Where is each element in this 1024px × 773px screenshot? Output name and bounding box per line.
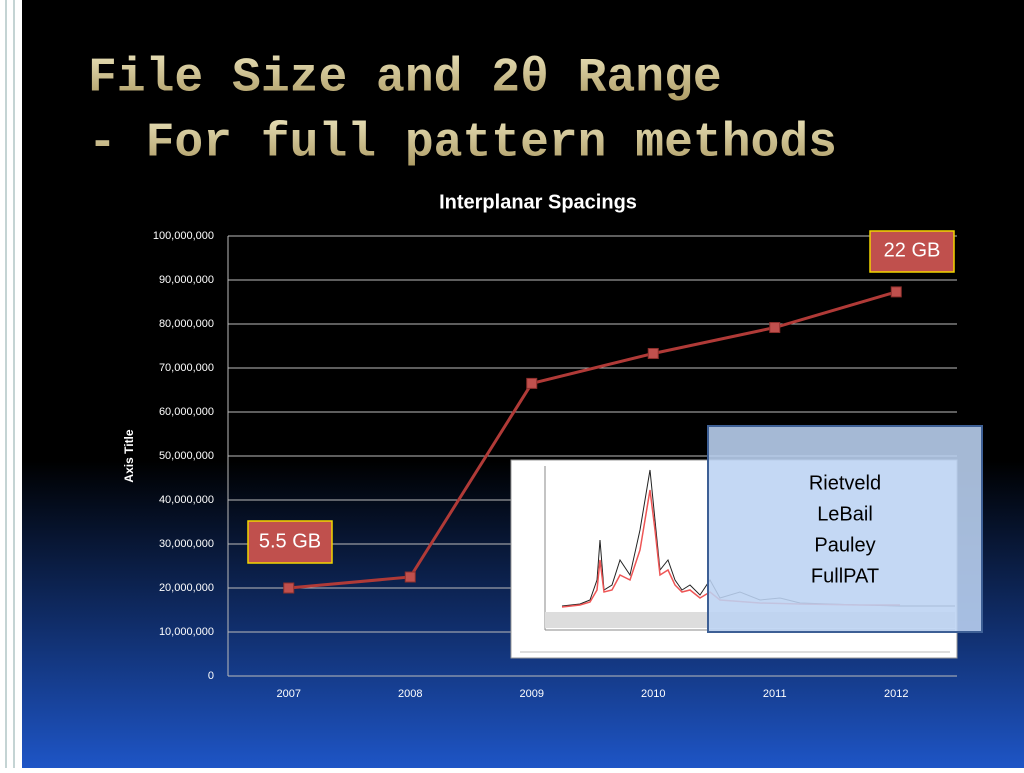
left-strip [0,0,22,768]
annotation: 5.5 GB [259,530,321,552]
data-point [283,582,295,594]
y-tick-label: 60,000,000 [159,406,214,418]
callout-item: Pauley [814,534,875,556]
y-tick-label: 10,000,000 [159,626,214,638]
annotation: 22 GB [884,239,941,261]
callout-item: LeBail [817,503,873,525]
y-tick-label: 90,000,000 [159,274,214,286]
y-tick-label: 20,000,000 [159,582,214,594]
data-point [404,571,416,583]
series-line [288,290,897,590]
annotation-box [247,520,333,564]
data-point [769,322,781,334]
y-tick-label: 70,000,000 [159,362,214,374]
callout-item: Rietveld [809,472,881,494]
data-point [647,347,659,359]
y-tick-label: 80,000,000 [159,318,214,330]
chart-title: Interplanar Spacings [439,191,637,213]
y-tick-label: 30,000,000 [159,538,214,550]
x-tick-label: 2007 [277,688,301,700]
callout-item: FullPAT [811,565,879,587]
data-point [526,377,538,389]
x-tick-label: 2009 [520,688,544,700]
y-tick-label: 50,000,000 [159,450,214,462]
x-tick-label: 2011 [763,688,787,700]
x-tick-label: 2010 [641,688,665,700]
annotation-box [869,230,955,273]
callout-box [707,425,983,633]
slide-title: - For full pattern methods [88,117,837,171]
slide-title: File Size and 2θ Range [88,52,722,106]
y-tick-label: 100,000,000 [153,230,214,242]
x-tick-label: 2008 [398,688,422,700]
y-tick-label: 40,000,000 [159,494,214,506]
y-tick-label: 0 [208,670,214,682]
y-axis-title: Axis Title [122,429,136,482]
x-tick-label: 2012 [884,688,908,700]
data-point [890,286,902,298]
